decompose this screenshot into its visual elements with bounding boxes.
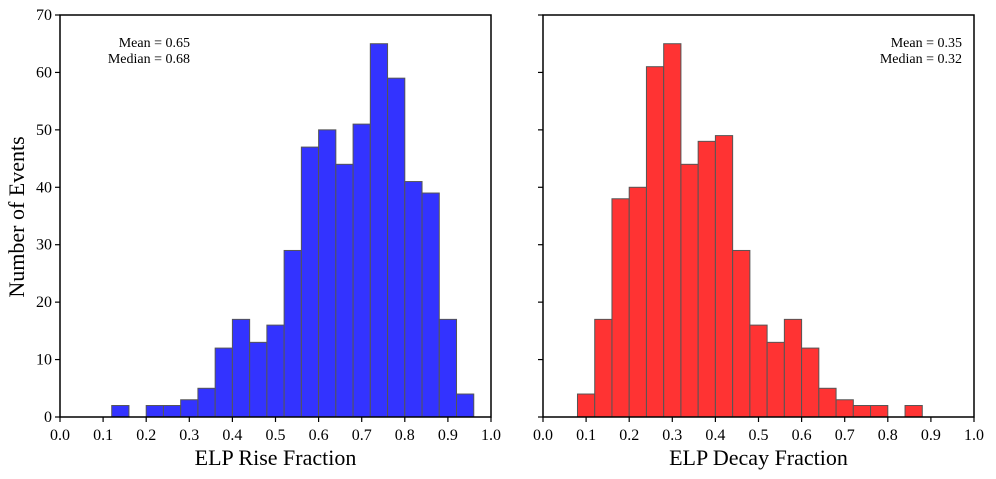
decay-x-tick-label: 0.5	[749, 427, 769, 444]
rise-fraction-panel: 0.0 0.1 0.2 0.3 0.4 0.5 0.6 0.7 0.8 0.9 1.0 0 10 20 30…	[36, 7, 501, 470]
decay-bar	[801, 347, 820, 418]
rise-y-tick-label: 70	[36, 7, 52, 24]
rise-bar	[266, 324, 285, 418]
decay-bar	[852, 405, 872, 418]
rise-x-tick-label: 0.7	[352, 427, 372, 444]
decay-bar	[783, 318, 803, 418]
rise-x-tick-label: 0.1	[93, 427, 113, 444]
rise-x-tick-label: 0.5	[266, 427, 286, 444]
decay-bar	[663, 43, 682, 418]
decay-x-tick-label: 0.8	[878, 427, 898, 444]
rise-bar	[387, 77, 406, 418]
rise-x-tick-label: 0.3	[179, 427, 199, 444]
rise-bar	[111, 405, 130, 418]
rise-x-tick-label: 0.9	[438, 427, 458, 444]
rise-y-tick-label: 60	[36, 64, 52, 81]
rise-x-tick-label: 0.0	[50, 427, 70, 444]
rise-bar	[369, 43, 389, 418]
y-axis-label: Number of Events	[4, 136, 29, 297]
decay-bar	[680, 163, 699, 418]
decay-bar	[645, 66, 665, 418]
rise-x-axis-label: ELP Rise Fraction	[195, 445, 357, 470]
decay-bar	[870, 405, 889, 418]
decay-median-annotation: Median = 0.32	[880, 52, 962, 67]
decay-x-tick-label: 0.4	[705, 427, 725, 444]
decay-bar	[835, 399, 854, 418]
rise-bar	[162, 405, 182, 418]
decay-x-tick-label: 1.0	[964, 427, 984, 444]
rise-median-annotation: Median = 0.68	[108, 52, 190, 67]
rise-bar	[421, 192, 440, 418]
decay-bar	[594, 318, 613, 418]
decay-bar	[697, 140, 716, 418]
decay-bar	[576, 393, 596, 418]
rise-x-tick-label: 1.0	[481, 427, 501, 444]
rise-bar	[249, 341, 268, 418]
rise-bar	[145, 405, 164, 418]
rise-bar	[352, 123, 371, 418]
decay-x-tick-label: 0.3	[662, 427, 682, 444]
decay-bar	[714, 135, 734, 418]
rise-bar	[283, 249, 302, 418]
rise-y-tick-label: 40	[36, 179, 52, 196]
decay-x-tick-label: 0.2	[619, 427, 639, 444]
decay-x-tick-label: 0.6	[792, 427, 812, 444]
decay-x-tick-label: 0.7	[835, 427, 855, 444]
rise-bar	[231, 318, 251, 418]
rise-bar	[404, 181, 423, 418]
decay-x-tick-label: 0.9	[921, 427, 941, 444]
decay-mean-annotation: Mean = 0.35	[891, 36, 962, 51]
rise-y-tick-label: 30	[36, 237, 52, 254]
decay-x-axis-label: ELP Decay Fraction	[669, 445, 848, 470]
rise-x-tick-label: 0.6	[309, 427, 329, 444]
rise-bar	[335, 163, 354, 418]
rise-y-tick-label: 20	[36, 294, 52, 311]
rise-bar	[318, 129, 337, 418]
decay-bar	[628, 186, 647, 418]
rise-bar	[300, 146, 320, 418]
rise-y-tick-label: 10	[36, 352, 52, 369]
rise-bar	[180, 399, 199, 418]
rise-bar	[438, 318, 458, 418]
rise-x-tick-label: 0.8	[395, 427, 415, 444]
decay-bar	[904, 405, 923, 418]
rise-bar	[197, 387, 216, 418]
rise-y-tick-label: 0	[44, 409, 52, 426]
rise-y-tick-label: 50	[36, 122, 52, 139]
decay-bar	[749, 324, 768, 418]
decay-fraction-panel: 0.0 0.1 0.2 0.3 0.4 0.5 0.6 0.7 0.8 0.9 1.0 ELP Dec…	[533, 14, 984, 470]
decay-bar	[818, 387, 837, 418]
rise-mean-annotation: Mean = 0.65	[119, 36, 190, 51]
rise-bar	[214, 347, 233, 418]
decay-bar	[766, 341, 785, 418]
rise-x-tick-label: 0.2	[136, 427, 156, 444]
decay-x-tick-label: 0.1	[576, 427, 596, 444]
rise-x-tick-label: 0.4	[222, 427, 242, 444]
decay-bar	[732, 249, 751, 418]
decay-x-tick-label: 0.0	[533, 427, 553, 444]
rise-bar	[456, 393, 475, 418]
decay-bar	[611, 198, 630, 418]
